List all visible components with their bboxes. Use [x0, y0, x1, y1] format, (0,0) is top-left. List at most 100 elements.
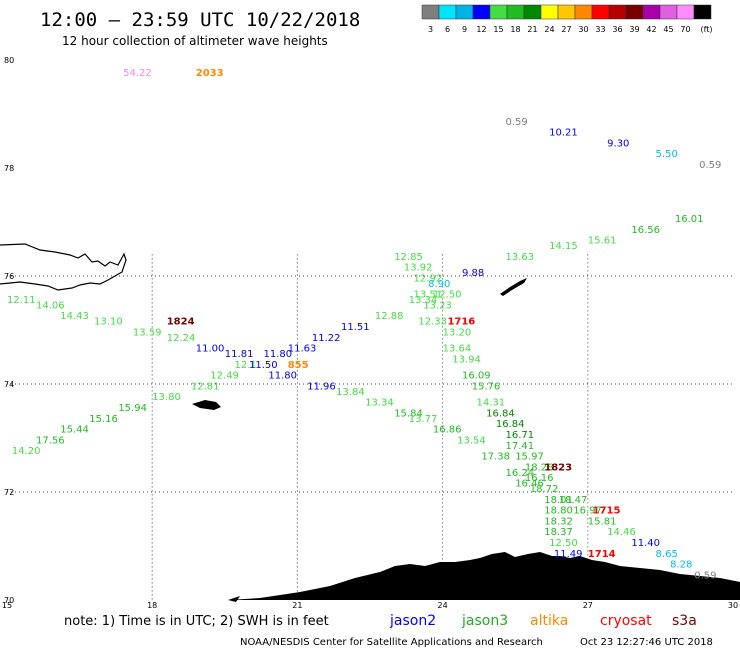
- wave-height-reading: 11.00: [196, 344, 225, 355]
- wave-height-reading: 16.86: [433, 425, 462, 436]
- color-scale-label: 39: [629, 25, 639, 34]
- color-scale-label: 27: [561, 25, 571, 34]
- wave-height-reading: 11.80: [268, 371, 297, 382]
- wave-height-reading: 14.15: [549, 241, 578, 252]
- footer-timestamp: Oct 23 12:27:46 UTC 2018: [580, 637, 713, 648]
- wave-height-reading: 15.94: [118, 403, 147, 414]
- wave-height-reading: 11.81: [225, 349, 254, 360]
- color-scale-label: 24: [544, 25, 554, 34]
- color-swatch: [472, 4, 491, 20]
- latitude-tick-label: 78: [4, 164, 14, 173]
- wave-height-reading: 15.97: [515, 452, 544, 463]
- wave-height-reading: 11.22: [312, 333, 341, 344]
- color-swatch: [608, 4, 627, 20]
- wave-height-reading: 8.90: [428, 279, 450, 290]
- wave-height-reading: 10.21: [549, 128, 578, 139]
- color-scale-label: 45: [663, 25, 673, 34]
- longitude-tick-label: 24: [438, 601, 448, 610]
- wave-height-reading: 17.56: [36, 435, 65, 446]
- wave-height-reading: 13.94: [452, 354, 481, 365]
- color-swatch: [676, 4, 695, 20]
- color-scale-label: 33: [595, 25, 605, 34]
- color-swatch: [625, 4, 644, 20]
- wave-height-reading: 12.24: [167, 333, 196, 344]
- wave-height-reading: 13.80: [152, 392, 181, 403]
- wave-height-reading: 13.77: [409, 414, 438, 425]
- wave-height-reading: 12.50: [549, 538, 578, 549]
- color-swatch: [455, 4, 474, 20]
- wave-height-reading: 16.56: [631, 225, 660, 236]
- color-swatch: [489, 4, 508, 20]
- color-scale-label: 36: [612, 25, 622, 34]
- color-scale-label: 15: [493, 25, 503, 34]
- legend-entry-cryosat: cryosat: [600, 613, 652, 629]
- wave-height-reading: 11.63: [288, 344, 317, 355]
- wave-height-reading: 18.26: [525, 462, 554, 473]
- longitude-tick-label: 21: [292, 601, 302, 610]
- latitude-tick-label: 74: [4, 380, 14, 389]
- wave-height-reading: 12.85: [394, 252, 423, 263]
- wave-height-reading: 12.1: [234, 360, 256, 371]
- legend-entry-jason3: jason3: [461, 613, 508, 629]
- land-norway-coast: [228, 552, 740, 602]
- wave-height-reading: 13.34: [409, 295, 438, 306]
- wave-height-reading: 16.16: [525, 473, 554, 484]
- wave-height-reading: 54.22: [123, 68, 152, 79]
- longitude-tick-label: 27: [583, 601, 593, 610]
- color-swatch: [693, 4, 712, 20]
- wave-height-reading: 17.41: [506, 441, 535, 452]
- wave-height-reading: 1824: [167, 317, 195, 328]
- wave-height-reading: 1716: [447, 317, 475, 328]
- wave-height-reading: 15.84: [394, 408, 423, 419]
- satellite-legend: jason2 jason3 altika cryosat s3a: [389, 613, 697, 629]
- wave-height-reading: 14.46: [607, 527, 636, 538]
- page-subtitle: 12 hour collection of altimeter wave hei…: [62, 34, 328, 48]
- wave-height-reading: 16.01: [675, 214, 704, 225]
- wave-height-reading: 12.88: [375, 311, 404, 322]
- wave-height-reading: 18.01: [544, 495, 573, 506]
- wave-height-reading: 12.33: [418, 317, 447, 328]
- color-scale-label: 12: [476, 25, 486, 34]
- wave-height-reading: 13.20: [443, 327, 472, 338]
- wave-height-reading: 12.92: [414, 273, 443, 284]
- wave-height-reading: 16.09: [462, 371, 491, 382]
- wave-height-reading: 855: [288, 360, 309, 371]
- color-scale-bar: 3 6 9 12 15 18 21 24 27 30 33 36 39 42 45 70 (ft): [421, 4, 713, 34]
- color-scale-label: 9: [462, 25, 467, 34]
- wave-height-reading: 16.46: [515, 479, 544, 490]
- color-swatch: [421, 4, 440, 20]
- wave-height-reading: 15.81: [588, 516, 617, 527]
- axis-tick-labels: 15 18 21 24 27 30 80 78 76 74 72 70: [2, 56, 738, 610]
- wave-height-reading: 16.84: [496, 419, 525, 430]
- color-scale-label: 42: [646, 25, 656, 34]
- longitude-tick-label: 15: [2, 601, 12, 610]
- wave-height-reading: 16.97: [573, 506, 602, 517]
- wave-height-reading: 14.20: [12, 446, 41, 457]
- color-scale-label: (ft): [700, 25, 712, 34]
- wave-height-reading: 16.24: [506, 468, 535, 479]
- wave-height-reading: 15.16: [89, 414, 118, 425]
- wave-height-reading: 18.80: [544, 506, 573, 517]
- wave-height-reading: 12.50: [433, 290, 462, 301]
- color-swatch: [642, 4, 661, 20]
- wave-height-reading: 8.28: [670, 560, 692, 571]
- wave-height-reading: 11.40: [631, 538, 660, 549]
- color-scale-label: 70: [680, 25, 690, 34]
- wave-height-reading: 1715: [593, 506, 621, 517]
- wave-height-reading: 11.50: [249, 360, 278, 371]
- legend-entry-altika: altika: [530, 613, 568, 629]
- wave-height-reading: 13.51: [414, 290, 443, 301]
- wave-height-reading: 0.59: [694, 570, 716, 581]
- color-swatch: [438, 4, 457, 20]
- color-scale-label: 30: [578, 25, 588, 34]
- wave-height-reading: 13.54: [457, 435, 486, 446]
- land-kvitoya: [500, 278, 527, 296]
- wave-height-reading: 14.06: [36, 300, 65, 311]
- wave-height-reading: 18.32: [544, 516, 573, 527]
- wave-height-reading: 15.76: [472, 381, 501, 392]
- wave-height-reading: 13.59: [133, 327, 162, 338]
- legend-entry-s3a: s3a: [672, 613, 697, 629]
- wave-height-reading: 11.49: [554, 549, 583, 560]
- lat-lon-grid: [7, 254, 733, 600]
